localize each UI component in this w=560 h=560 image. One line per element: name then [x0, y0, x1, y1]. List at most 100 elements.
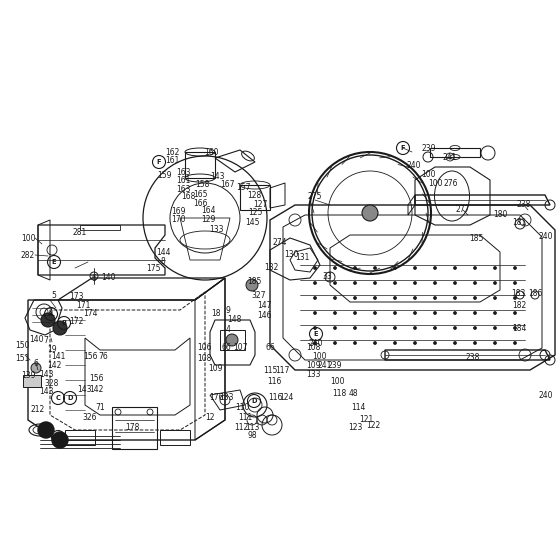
Text: 108: 108 [306, 343, 320, 352]
Text: 115: 115 [263, 366, 277, 375]
Circle shape [433, 326, 436, 329]
Circle shape [433, 267, 436, 269]
Text: 186: 186 [528, 288, 542, 297]
Text: 176: 176 [209, 393, 223, 402]
Text: 116: 116 [267, 376, 281, 385]
Text: 170: 170 [171, 214, 185, 223]
Text: 100: 100 [330, 376, 344, 385]
Text: 100: 100 [21, 234, 35, 242]
Circle shape [514, 311, 516, 315]
Text: 100: 100 [428, 179, 442, 188]
Text: 125: 125 [248, 208, 262, 217]
Circle shape [493, 282, 497, 284]
Text: 76: 76 [98, 352, 108, 361]
Text: E: E [314, 331, 318, 337]
Text: D: D [251, 398, 256, 404]
Text: 173: 173 [69, 292, 83, 301]
Text: 8: 8 [161, 256, 165, 265]
Text: 107: 107 [233, 343, 248, 352]
Circle shape [41, 313, 55, 327]
Circle shape [474, 342, 477, 344]
Text: 161: 161 [165, 156, 179, 165]
Circle shape [433, 342, 436, 344]
Text: 161: 161 [176, 175, 190, 184]
Circle shape [353, 267, 357, 269]
Circle shape [433, 296, 436, 300]
Text: 156: 156 [83, 352, 97, 361]
Circle shape [226, 334, 238, 346]
Text: 66: 66 [221, 343, 231, 352]
Text: 158: 158 [195, 180, 209, 189]
Text: 159: 159 [157, 170, 171, 180]
Text: F: F [157, 159, 161, 165]
Circle shape [334, 282, 337, 284]
Text: 238: 238 [466, 352, 480, 362]
Circle shape [514, 296, 516, 300]
Circle shape [334, 342, 337, 344]
Circle shape [374, 311, 376, 315]
Circle shape [394, 296, 396, 300]
Circle shape [38, 422, 54, 438]
Text: 162: 162 [165, 147, 179, 156]
Text: 146: 146 [256, 310, 271, 320]
Circle shape [374, 326, 376, 329]
Text: E: E [52, 259, 56, 265]
Circle shape [474, 296, 477, 300]
Circle shape [374, 267, 376, 269]
Text: 182: 182 [512, 301, 526, 310]
Text: 174: 174 [83, 309, 97, 318]
Text: 121: 121 [359, 416, 373, 424]
Text: 143: 143 [210, 171, 224, 180]
Text: 128: 128 [247, 190, 261, 199]
Text: 4: 4 [226, 324, 230, 334]
Circle shape [413, 296, 417, 300]
Text: 132: 132 [264, 263, 278, 272]
Circle shape [394, 267, 396, 269]
Text: 166: 166 [193, 198, 207, 208]
Bar [23, 375, 41, 387]
Circle shape [353, 342, 357, 344]
Text: 98: 98 [247, 432, 257, 441]
Text: 171: 171 [76, 301, 90, 310]
Text: 282: 282 [21, 250, 35, 259]
Circle shape [433, 311, 436, 315]
Circle shape [454, 342, 456, 344]
Text: A: A [48, 311, 54, 317]
Text: 180: 180 [493, 209, 507, 218]
Circle shape [53, 321, 67, 335]
Text: 109: 109 [208, 363, 222, 372]
Circle shape [433, 282, 436, 284]
Text: 143: 143 [39, 388, 53, 396]
Circle shape [314, 342, 316, 344]
Text: 48: 48 [348, 390, 358, 399]
Text: 113: 113 [245, 422, 259, 432]
Text: 71: 71 [95, 404, 105, 413]
Text: 12: 12 [206, 413, 214, 422]
Text: 19: 19 [47, 344, 57, 353]
Text: 142: 142 [89, 385, 103, 394]
Text: 163: 163 [176, 167, 190, 176]
Text: 147: 147 [256, 301, 271, 310]
Text: 5: 5 [52, 291, 57, 300]
Circle shape [334, 311, 337, 315]
Circle shape [31, 363, 41, 373]
Text: 108: 108 [197, 353, 211, 362]
Circle shape [353, 311, 357, 315]
Text: 18: 18 [211, 309, 221, 318]
Circle shape [493, 267, 497, 269]
Text: 181: 181 [512, 217, 526, 226]
Text: 183: 183 [511, 288, 525, 297]
Text: 239: 239 [422, 143, 436, 152]
Text: 7: 7 [44, 335, 48, 344]
Text: 156: 156 [88, 374, 103, 382]
Text: D: D [67, 395, 73, 401]
Circle shape [514, 342, 516, 344]
Text: 6: 6 [34, 358, 39, 367]
Text: 172: 172 [69, 316, 83, 325]
Text: 112: 112 [234, 422, 248, 432]
Text: 240: 240 [539, 231, 553, 240]
Text: 124: 124 [279, 393, 293, 402]
Text: 139: 139 [21, 371, 35, 380]
Text: 133: 133 [209, 225, 223, 234]
Text: 328: 328 [45, 379, 59, 388]
